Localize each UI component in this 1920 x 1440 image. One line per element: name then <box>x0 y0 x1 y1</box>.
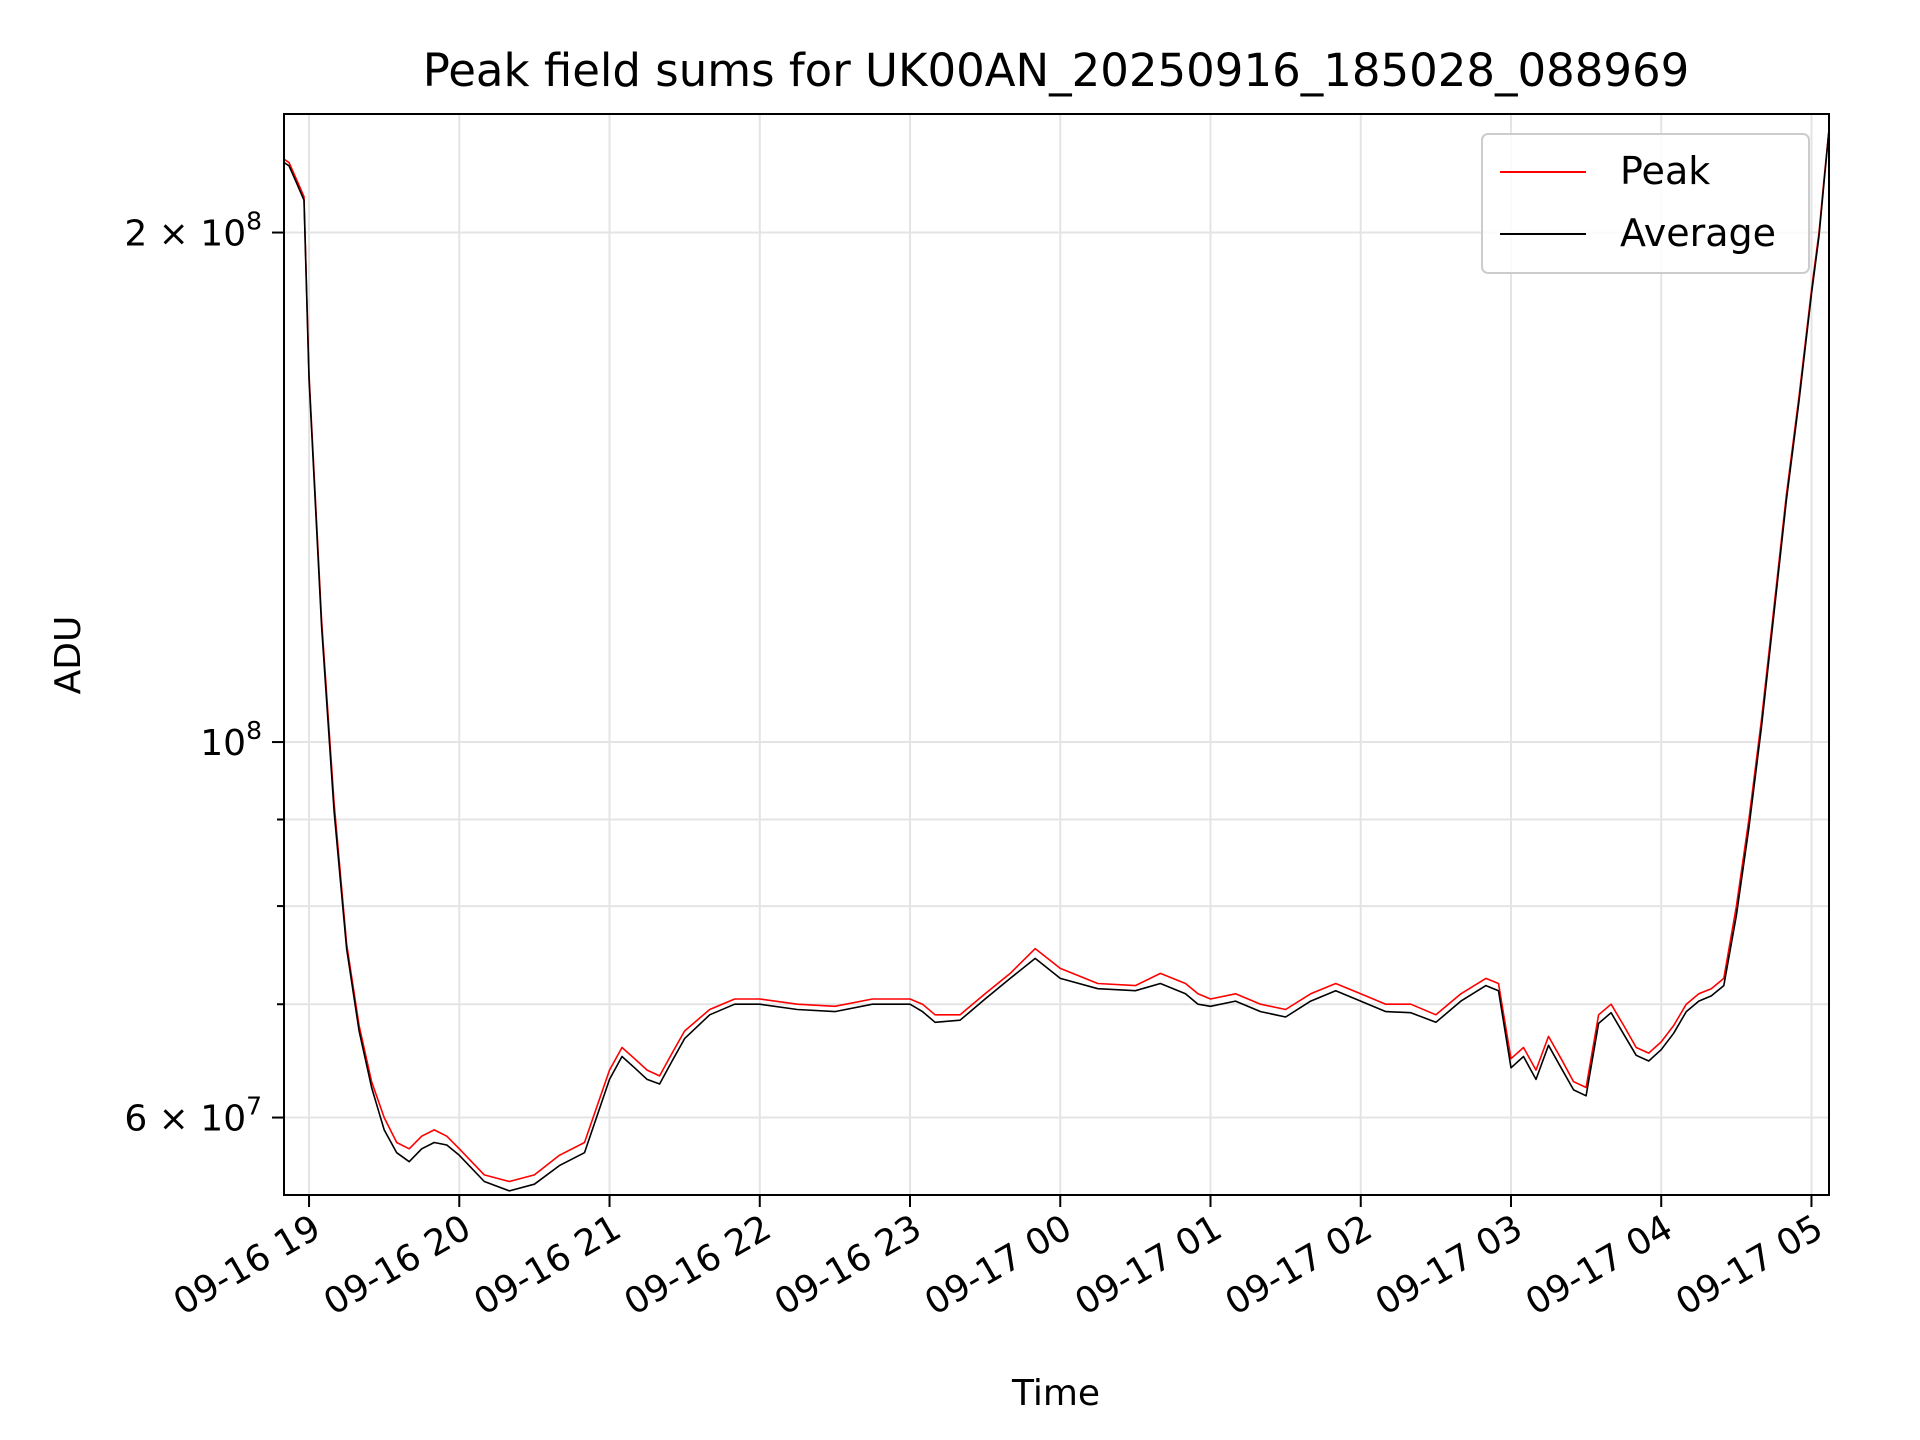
x-tick-label: 09-16 20 <box>317 1207 478 1323</box>
y-tick-label-exponent: 8 <box>246 716 262 745</box>
x-tick-label: 09-17 01 <box>1068 1207 1229 1323</box>
x-tick-label: 09-16 21 <box>467 1207 628 1323</box>
y-tick-label-exponent: 7 <box>246 1092 262 1121</box>
x-tick-label: 09-16 19 <box>167 1207 328 1323</box>
grid <box>284 114 1829 1195</box>
x-tick-label: 09-17 03 <box>1369 1207 1530 1323</box>
y-tick-label: 2 × 108 <box>124 207 262 255</box>
chart-title: Peak field sums for UK00AN_20250916_1850… <box>423 44 1690 97</box>
legend-peak-label: Peak <box>1620 149 1710 193</box>
legend-average-label: Average <box>1620 211 1776 255</box>
y-tick-label-base: 2 × 10 <box>124 214 246 255</box>
y-tick-label-exponent: 8 <box>246 207 262 236</box>
x-tick-label: 09-17 04 <box>1519 1207 1680 1323</box>
y-tick-label-base: 6 × 10 <box>124 1099 246 1140</box>
plot-area-frame <box>283 113 1830 1196</box>
x-tick-label: 09-17 05 <box>1669 1207 1830 1323</box>
series-line-peak <box>283 129 1830 1183</box>
x-axis-label: Time <box>1011 1373 1100 1414</box>
y-tick-label: 6 × 107 <box>124 1092 262 1140</box>
x-tick-label: 09-16 23 <box>768 1207 929 1323</box>
y-tick-label: 108 <box>200 716 262 764</box>
x-tick-label: 09-17 00 <box>918 1207 1079 1323</box>
legend-box <box>1481 133 1810 274</box>
y-tick-label-base: 10 <box>200 723 246 764</box>
y-axis-label: ADU <box>48 616 89 695</box>
x-tick-label: 09-17 02 <box>1219 1207 1380 1323</box>
series-line-average <box>283 129 1830 1192</box>
x-tick-label: 09-16 22 <box>618 1207 779 1323</box>
legend: Peak Average <box>1481 133 1810 274</box>
series-layer <box>283 129 1830 1192</box>
